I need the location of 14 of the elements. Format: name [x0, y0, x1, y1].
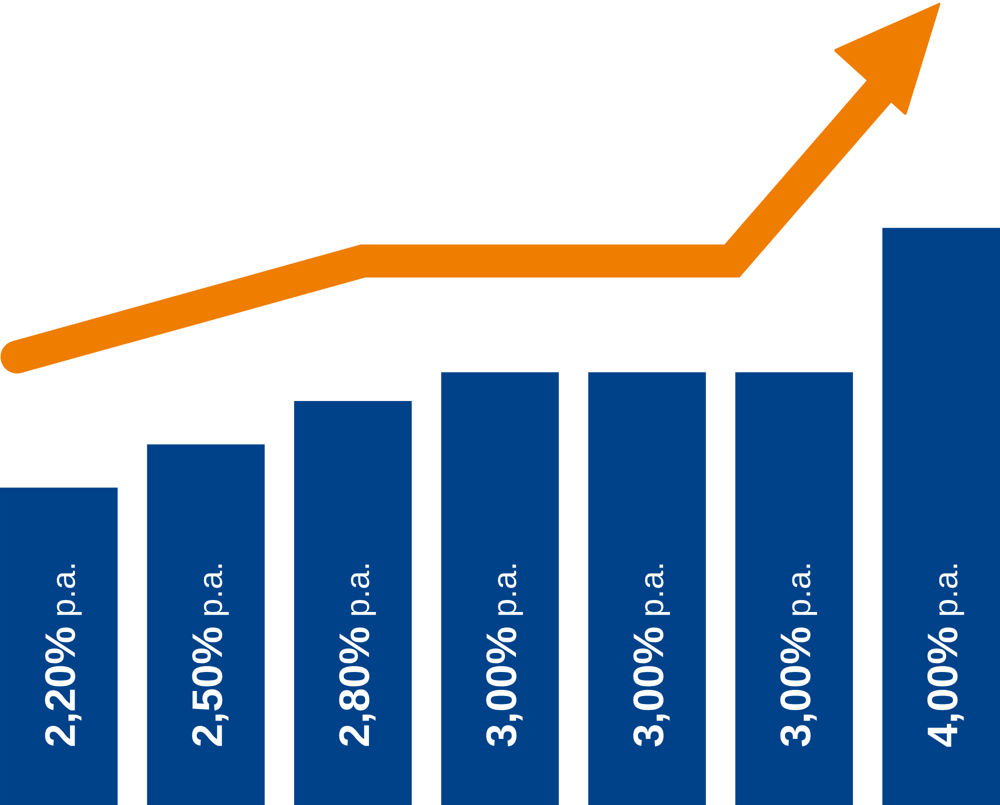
bar	[294, 401, 412, 805]
bar	[441, 372, 559, 805]
data-label: 3,00% p.a.	[633, 564, 670, 746]
bar	[147, 444, 265, 805]
data-label: 2,80% p.a.	[339, 564, 376, 746]
data-label: 2,50% p.a.	[192, 564, 229, 746]
data-label: 2,20% p.a.	[45, 564, 82, 746]
bar	[588, 372, 706, 805]
data-label: 4,00% p.a.	[927, 564, 964, 747]
bar	[0, 488, 118, 805]
data-label: 3,00% p.a.	[780, 564, 818, 746]
bar	[735, 372, 853, 805]
data-label: 3,00% p.a.	[486, 564, 523, 746]
bar	[882, 228, 1000, 805]
